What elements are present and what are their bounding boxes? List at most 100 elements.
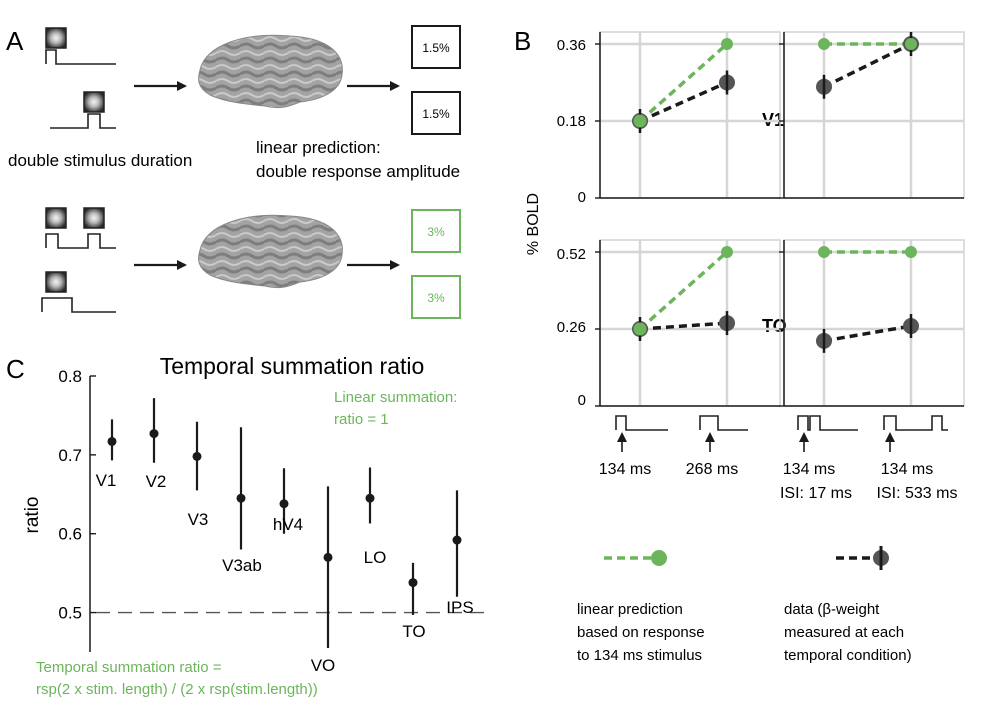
legend-data-text: temporal condition) <box>784 647 912 664</box>
panel-b-letter: B <box>514 26 531 56</box>
legend-prediction-text: to 134 ms stimulus <box>577 647 702 664</box>
data-line <box>639 321 728 331</box>
region-label: TO <box>402 622 425 641</box>
linear-prediction-line1: linear prediction: <box>256 138 381 157</box>
bold-axis-label: % BOLD <box>525 193 542 255</box>
condition-label: 134 ms <box>783 461 835 478</box>
prediction-point <box>818 38 830 50</box>
prediction-point <box>721 246 733 258</box>
panel-a: A double stimulus duration 1.5% 1.5% lin… <box>6 25 461 319</box>
ytick-label: 0.26 <box>557 319 586 336</box>
prediction-point <box>905 246 917 258</box>
response-box <box>411 25 461 69</box>
region-label: VO <box>311 656 336 675</box>
data-point <box>279 499 289 509</box>
region-label: V1 <box>96 471 117 490</box>
subplot-frame <box>783 31 965 199</box>
data-point <box>107 436 117 446</box>
prediction-line <box>638 42 729 123</box>
legend-prediction-text: linear prediction <box>577 601 683 618</box>
stimulus-timecourse <box>45 49 116 65</box>
data-point <box>452 535 462 545</box>
data-point <box>408 578 418 588</box>
ytick-label: 0.18 <box>557 113 586 130</box>
to-region-label: TO <box>762 316 787 336</box>
subplot-frame <box>599 239 781 407</box>
response-box <box>411 91 461 135</box>
region-label: V3 <box>188 510 209 529</box>
ytick-label: 0 <box>578 189 586 206</box>
stimulus-thumbnail <box>83 207 105 229</box>
legend-data-text: measured at each <box>784 624 904 641</box>
prediction-point <box>818 246 830 258</box>
response-box <box>411 275 461 319</box>
stimulus-timecourse <box>41 297 116 313</box>
condition-label: 134 ms <box>881 461 933 478</box>
condition-isi-label: ISI: 533 ms <box>877 485 958 502</box>
y-axis-label: ratio <box>22 497 43 534</box>
response-box-label: 3% <box>427 291 445 305</box>
stimulus-thumbnail <box>45 271 67 293</box>
stimulus-timecourse <box>45 233 116 249</box>
legend-data <box>836 546 889 570</box>
brain-icon <box>198 34 343 109</box>
data-line <box>639 80 728 123</box>
response-box <box>411 209 461 253</box>
bold-subplots <box>595 31 965 407</box>
linear-note: Linear summation: <box>334 389 457 406</box>
data-line <box>823 324 912 343</box>
legend-data-text: data (β-weight <box>784 601 880 618</box>
condition-label: 268 ms <box>686 461 738 478</box>
linear-note: ratio = 1 <box>334 411 389 428</box>
response-box-label: 3% <box>427 225 445 239</box>
linear-prediction-line2: double response amplitude <box>256 162 460 181</box>
legend-prediction <box>604 550 667 566</box>
stimulus-thumbnail <box>83 91 105 113</box>
condition-timecourse <box>797 415 858 431</box>
brain-icon <box>198 214 343 289</box>
prediction-point <box>721 38 733 50</box>
panel-c: C Temporal summation ratio ratio Linear … <box>6 353 490 698</box>
response-box-label: 1.5% <box>422 107 450 121</box>
prediction-line <box>638 250 729 331</box>
formula-text: Temporal summation ratio = <box>36 659 222 676</box>
region-label: IPS <box>446 598 473 617</box>
region-label: V3ab <box>222 556 262 575</box>
prediction-point <box>633 114 647 128</box>
condition-label: 134 ms <box>599 461 651 478</box>
y-tick-label: 0.6 <box>58 525 82 544</box>
data-line <box>823 42 912 89</box>
panel-a-letter: A <box>6 26 24 56</box>
chart-title: Temporal summation ratio <box>160 353 425 379</box>
data-point <box>323 552 333 562</box>
ytick-label: 0.36 <box>557 37 586 54</box>
region-label: LO <box>364 548 387 567</box>
data-point <box>365 493 375 503</box>
subplot-frame <box>599 31 781 199</box>
panel-c-letter: C <box>6 354 25 384</box>
prediction-point <box>633 322 647 336</box>
condition-timecourse <box>883 415 948 431</box>
data-point <box>192 451 202 461</box>
subplot-frame <box>783 239 965 407</box>
data-point <box>149 429 159 439</box>
stimulus-thumbnail <box>45 207 67 229</box>
formula-text: rsp(2 x stim. length) / (2 x rsp(stim.le… <box>36 681 318 698</box>
condition-timecourse <box>615 415 668 431</box>
stimulus-timecourse <box>50 113 116 129</box>
condition-isi-label: ISI: 17 ms <box>780 485 852 502</box>
condition-timecourse <box>699 415 748 431</box>
ytick-label: 0 <box>578 392 586 409</box>
legend-prediction-text: based on response <box>577 624 705 641</box>
data-point <box>236 493 246 503</box>
prediction-point <box>905 38 917 50</box>
panel-b: B % BOLD V1 TO 0.36 0.18 0 0.52 0.26 0 1… <box>514 26 965 664</box>
y-tick-label: 0.7 <box>58 446 82 465</box>
y-tick-label: 0.5 <box>58 604 82 623</box>
region-label: V2 <box>146 472 167 491</box>
double-duration-label: double stimulus duration <box>8 151 192 170</box>
ytick-label: 0.52 <box>557 246 586 263</box>
summation-chart: 0.8 0.7 0.6 0.5 V1 V2 V3 V3ab hV4 VO LO TO IPS <box>58 367 490 675</box>
stimulus-thumbnail <box>45 27 67 49</box>
